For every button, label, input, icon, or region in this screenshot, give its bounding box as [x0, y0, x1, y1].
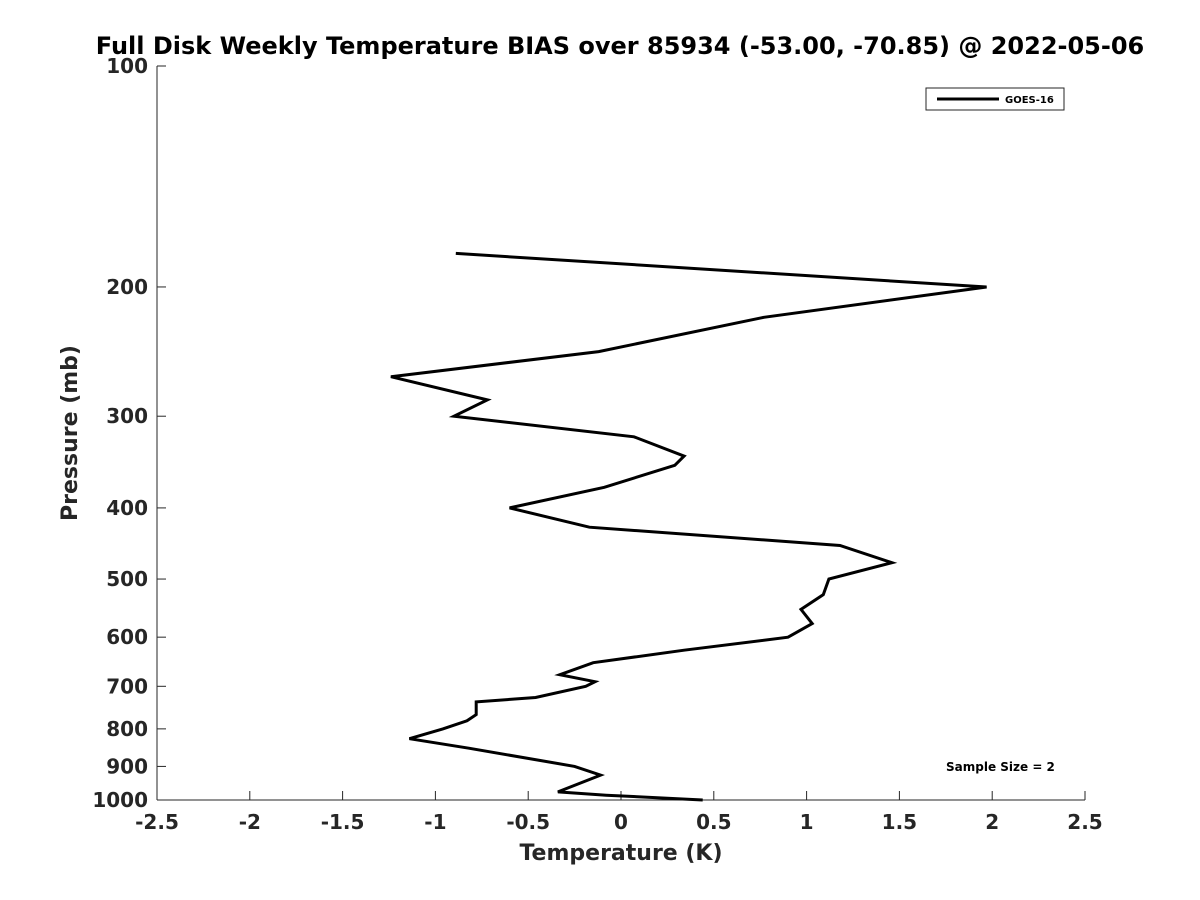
chart-title: Full Disk Weekly Temperature BIAS over 8…	[96, 32, 1144, 60]
x-tick-label: 1	[800, 810, 814, 834]
series-line-goes16	[390, 251, 987, 802]
y-ticks: 100 200 300 400 500 600 700 800 900 1000	[92, 54, 166, 812]
x-tick-label: 1.5	[882, 810, 917, 834]
y-tick-label: 300	[106, 404, 148, 428]
x-tick-label: -0.5	[506, 810, 550, 834]
y-tick-label: 600	[106, 625, 148, 649]
y-tick-label: 900	[106, 754, 148, 778]
x-axis-label: Temperature (K)	[519, 841, 722, 866]
y-tick-label: 500	[106, 567, 148, 591]
y-tick-label: 700	[106, 674, 148, 698]
x-tick-label: -2.5	[135, 810, 179, 834]
y-tick-label: 200	[106, 275, 148, 299]
y-tick-label: 400	[106, 496, 148, 520]
x-tick-label: 0	[614, 810, 628, 834]
y-axis-label: Pressure (mb)	[58, 345, 83, 521]
x-tick-label: -2	[239, 810, 261, 834]
y-tick-label: 1000	[92, 788, 148, 812]
x-ticks: -2.5 -2 -1.5 -1 -0.5 0 0.5 1 1.5 2 2.5	[135, 791, 1103, 834]
legend: GOES-16	[925, 87, 1065, 111]
x-tick-label: -1.5	[321, 810, 365, 834]
x-tick-label: 2	[985, 810, 999, 834]
x-tick-label: 0.5	[696, 810, 731, 834]
y-tick-label: 100	[106, 54, 148, 78]
y-tick-label: 800	[106, 717, 148, 741]
x-tick-label: 2.5	[1067, 810, 1102, 834]
x-tick-label: -1	[424, 810, 446, 834]
sample-size-annotation: Sample Size = 2	[946, 760, 1055, 774]
legend-label: GOES-16	[1005, 95, 1054, 106]
